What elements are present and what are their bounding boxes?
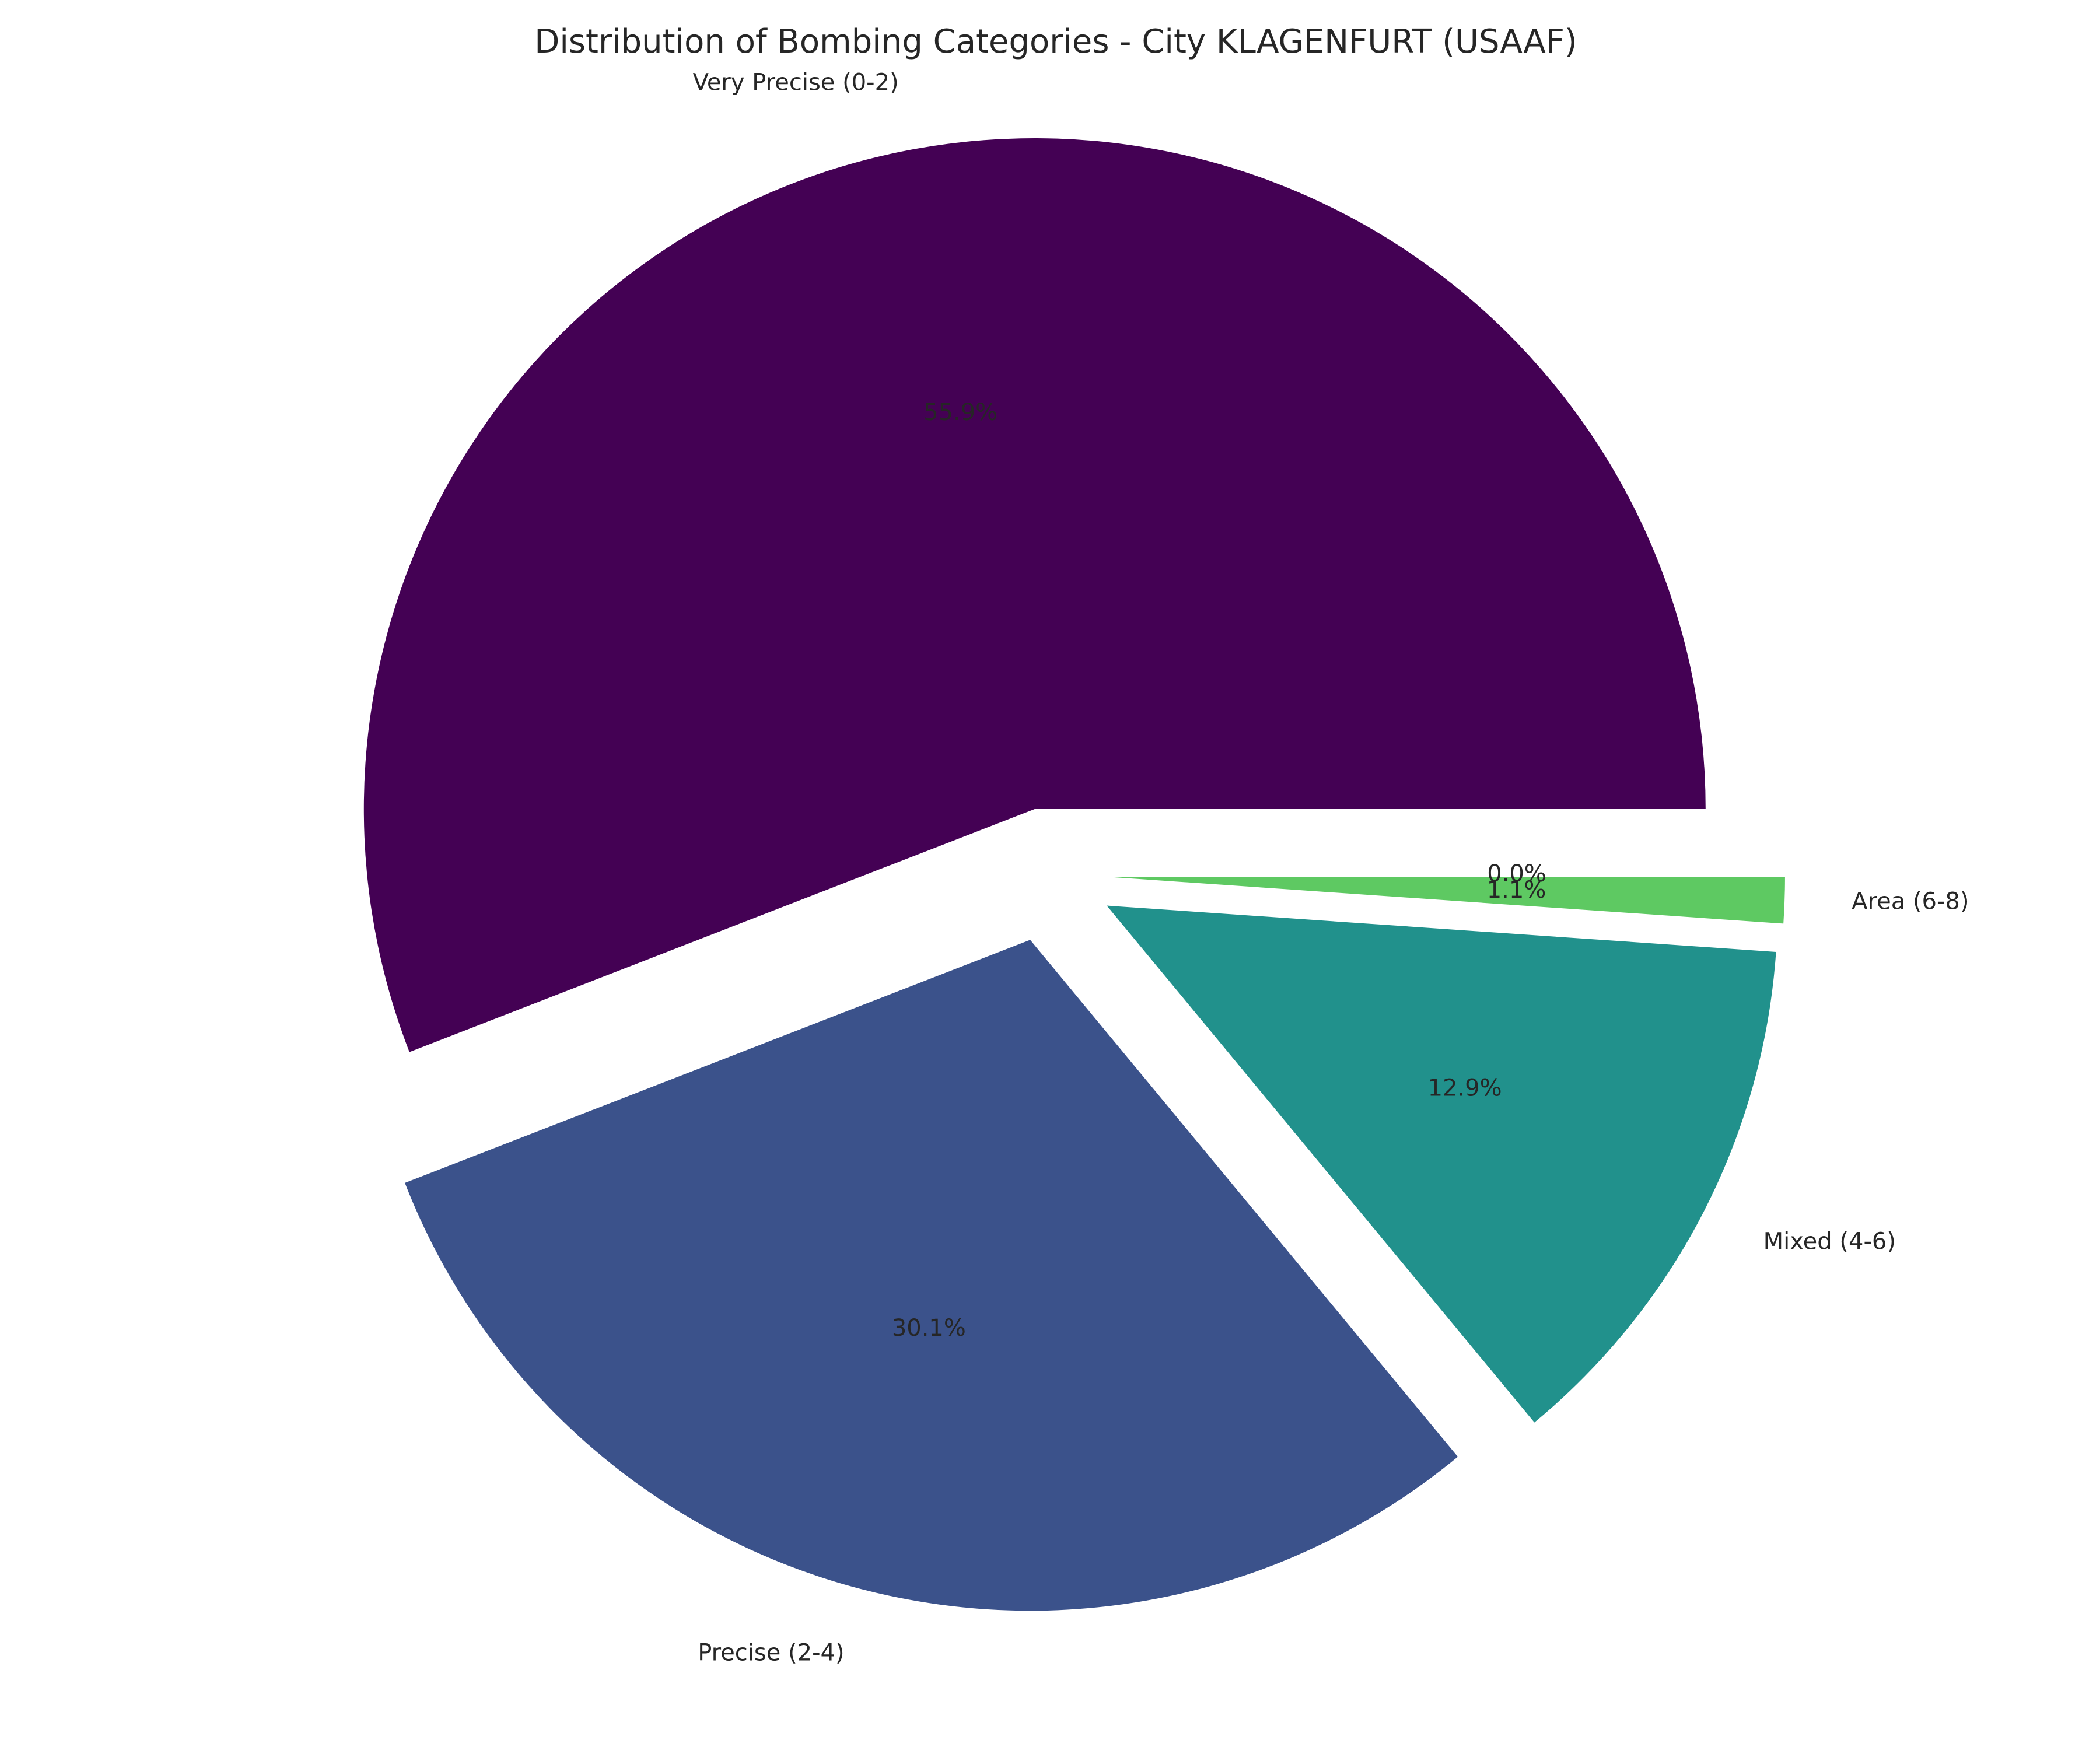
category-label-precise-2-4: Precise (2-4) xyxy=(698,1640,844,1667)
pct-label-very-precise-0-2: 55.9% xyxy=(923,399,998,426)
pie-slice-mixed-4-6 xyxy=(1107,905,1776,1423)
pct-label-precise-2-4: 30.1% xyxy=(892,1315,966,1342)
category-label-area-6-8: Area (6-8) xyxy=(1852,888,1969,915)
pie-slice-very-precise-0-2 xyxy=(363,138,1706,1052)
pie-labels: 55.9% Very Precise (0-2) 30.1% Precise (2-4… xyxy=(693,69,1969,1667)
category-label-very-precise-0-2: Very Precise (0-2) xyxy=(693,69,899,96)
pie-slice-area-6-8 xyxy=(1114,877,1785,924)
category-label-mixed-4-6: Mixed (4-6) xyxy=(1763,1228,1896,1255)
pct-label-mixed-4-6: 12.9% xyxy=(1428,1075,1502,1102)
pct-label-unlabeled: 0.0% xyxy=(1487,860,1546,887)
chart-title: Distribution of Bombing Categories - Cit… xyxy=(534,23,1577,61)
pie-slice-precise-2-4 xyxy=(405,940,1458,1611)
pie-slices xyxy=(363,138,1785,1611)
pct-label-area-6-8: 1.1% xyxy=(1487,877,1546,904)
